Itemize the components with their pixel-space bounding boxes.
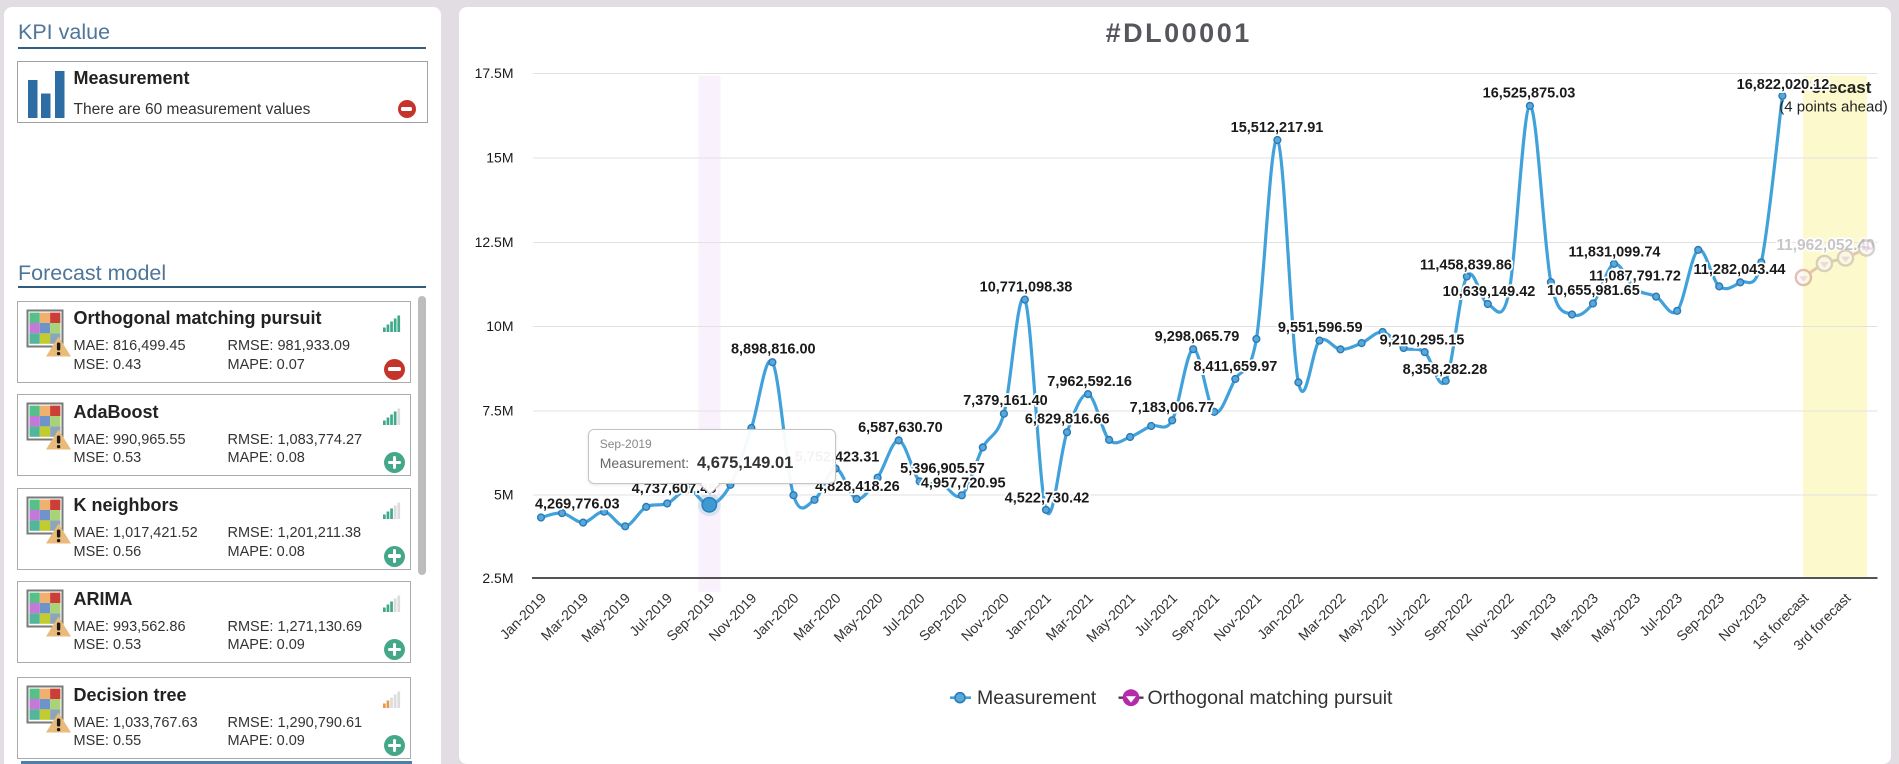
svg-text:8,358,282.28: 8,358,282.28 [1403,362,1488,378]
svg-text:7,962,592.16: 7,962,592.16 [1047,374,1132,390]
svg-text:11,282,043.44: 11,282,043.44 [1694,262,1786,278]
svg-text:15M: 15M [486,150,513,166]
svg-text:4,269,776.03: 4,269,776.03 [535,497,620,513]
svg-text:11,458,839.86: 11,458,839.86 [1420,258,1512,274]
svg-text:8,898,816.00: 8,898,816.00 [731,342,816,358]
svg-text:4,957,720.95: 4,957,720.95 [921,475,1006,491]
svg-text:5M: 5M [494,487,513,503]
svg-text:11,087,791.72: 11,087,791.72 [1589,268,1681,284]
svg-text:8,411,659.97: 8,411,659.97 [1193,359,1277,375]
svg-text:7,379,161.40: 7,379,161.40 [963,393,1048,409]
svg-text:11,831,099.74: 11,831,099.74 [1569,245,1661,261]
svg-text:10,655,981.65: 10,655,981.65 [1547,283,1640,299]
svg-text:7,183,006.77: 7,183,006.77 [1130,400,1215,416]
svg-text:6,587,630.70: 6,587,630.70 [858,420,943,436]
svg-text:5,396,905.57: 5,396,905.57 [900,461,985,477]
svg-text:9,298,065.79: 9,298,065.79 [1155,329,1240,345]
svg-text:#DL00001: #DL00001 [1106,18,1252,48]
svg-text:9,551,596.59: 9,551,596.59 [1278,320,1363,336]
svg-text:Forecast: Forecast [1801,78,1872,97]
svg-text:16,525,875.03: 16,525,875.03 [1483,86,1576,102]
svg-text:7.5M: 7.5M [482,403,513,419]
svg-text:4,737,607.45: 4,737,607.45 [632,481,717,497]
svg-text:10M: 10M [486,318,513,334]
svg-text:11,962,052.40: 11,962,052.40 [1776,237,1874,254]
svg-text:2.5M: 2.5M [482,570,513,586]
svg-text:9,210,295.15: 9,210,295.15 [1380,333,1465,349]
svg-text:15,512,217.91: 15,512,217.91 [1231,120,1324,136]
svg-text:4,828,418.26: 4,828,418.26 [815,479,900,495]
svg-text:12.5M: 12.5M [475,234,514,250]
svg-text:10,771,098.38: 10,771,098.38 [980,280,1073,296]
svg-text:6,829,816.66: 6,829,816.66 [1025,412,1110,428]
svg-text:10,639,149.42: 10,639,149.42 [1443,284,1536,300]
svg-text:Orthogonal matching pursuit: Orthogonal matching pursuit [1148,687,1394,709]
svg-text:Measurement: Measurement [977,687,1097,709]
svg-text:(4 points ahead): (4 points ahead) [1779,99,1887,116]
svg-text:16,822,020.12: 16,822,020.12 [1737,77,1830,93]
svg-text:17.5M: 17.5M [475,65,514,81]
svg-text:4,522,730.42: 4,522,730.42 [1005,491,1090,507]
